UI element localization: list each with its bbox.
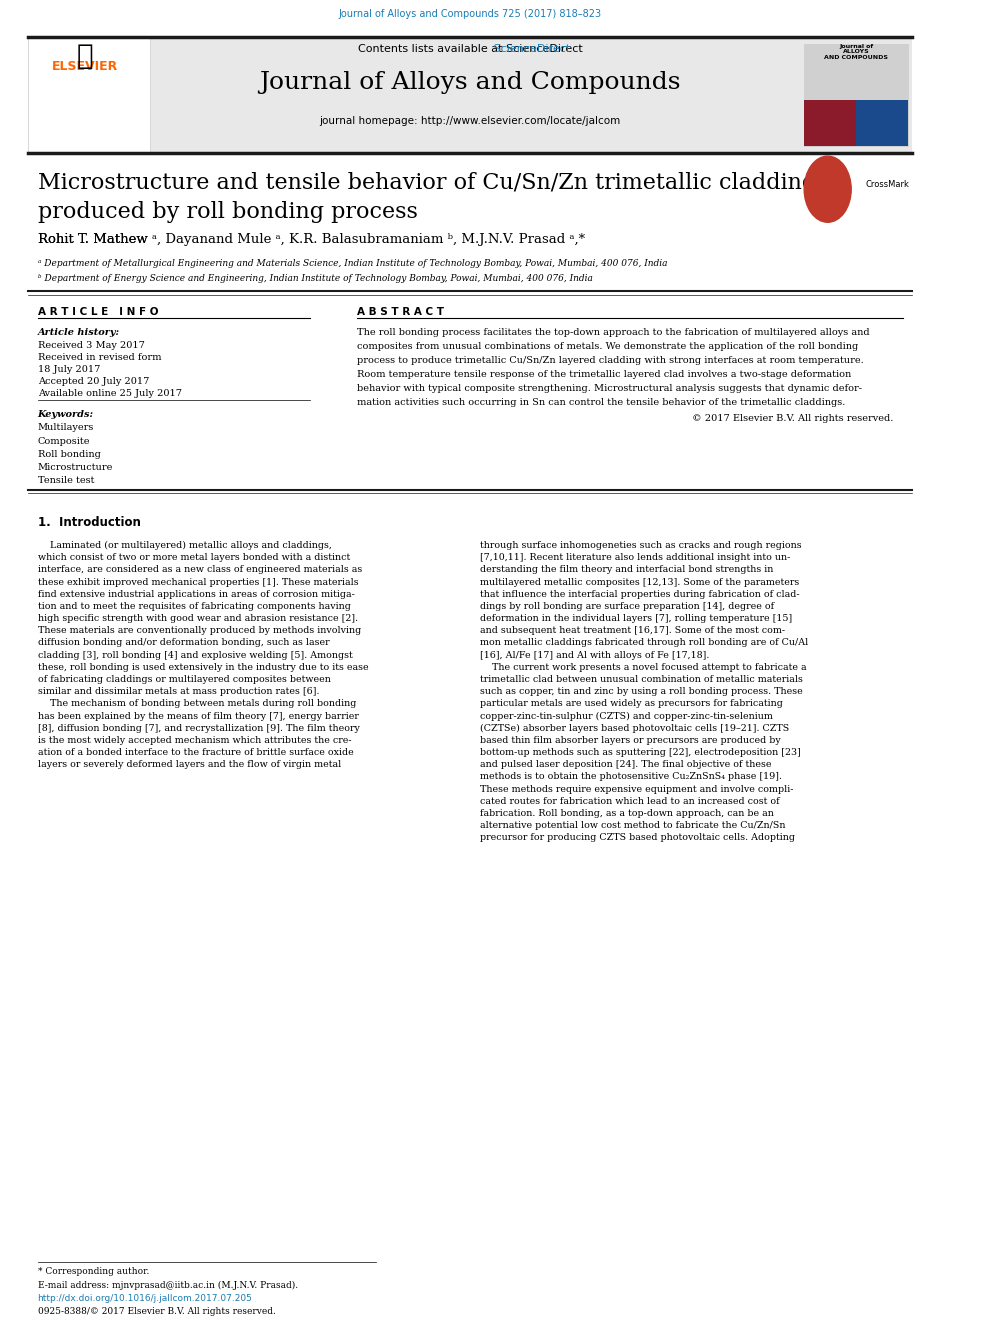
- Text: journal homepage: http://www.elsevier.com/locate/jalcom: journal homepage: http://www.elsevier.co…: [319, 116, 621, 127]
- Text: [16], Al/Fe [17] and Al with alloys of Fe [17,18].: [16], Al/Fe [17] and Al with alloys of F…: [480, 651, 709, 660]
- FancyBboxPatch shape: [805, 99, 856, 146]
- Text: Laminated (or multilayered) metallic alloys and claddings,: Laminated (or multilayered) metallic all…: [38, 541, 331, 550]
- Text: A B S T R A C T: A B S T R A C T: [357, 307, 444, 318]
- FancyBboxPatch shape: [28, 37, 913, 152]
- Text: ELSEVIER: ELSEVIER: [52, 60, 118, 73]
- Text: similar and dissimilar metals at mass production rates [6].: similar and dissimilar metals at mass pr…: [38, 687, 319, 696]
- Text: such as copper, tin and zinc by using a roll bonding process. These: such as copper, tin and zinc by using a …: [480, 687, 803, 696]
- Text: mation activities such occurring in Sn can control the tensile behavior of the t: mation activities such occurring in Sn c…: [357, 397, 846, 406]
- Text: 0925-8388/© 2017 Elsevier B.V. All rights reserved.: 0925-8388/© 2017 Elsevier B.V. All right…: [38, 1307, 276, 1316]
- Text: These materials are conventionally produced by methods involving: These materials are conventionally produ…: [38, 626, 361, 635]
- Text: diffusion bonding and/or deformation bonding, such as laser: diffusion bonding and/or deformation bon…: [38, 639, 329, 647]
- Text: behavior with typical composite strengthening. Microstructural analysis suggests: behavior with typical composite strength…: [357, 384, 862, 393]
- Text: fabrication. Roll bonding, as a top-down approach, can be an: fabrication. Roll bonding, as a top-down…: [480, 808, 774, 818]
- Text: composites from unusual combinations of metals. We demonstrate the application o: composites from unusual combinations of …: [357, 341, 859, 351]
- Text: bottom-up methods such as sputtering [22], electrodeposition [23]: bottom-up methods such as sputtering [22…: [480, 747, 801, 757]
- Text: [8], diffusion bonding [7], and recrystallization [9]. The film theory: [8], diffusion bonding [7], and recrysta…: [38, 724, 359, 733]
- Text: Roll bonding: Roll bonding: [38, 450, 100, 459]
- Text: produced by roll bonding process: produced by roll bonding process: [38, 201, 418, 224]
- Text: Keywords:: Keywords:: [38, 410, 94, 419]
- Text: Article history:: Article history:: [38, 328, 120, 337]
- Text: * Corresponding author.: * Corresponding author.: [38, 1267, 149, 1277]
- Text: © 2017 Elsevier B.V. All rights reserved.: © 2017 Elsevier B.V. All rights reserved…: [692, 414, 894, 423]
- Text: through surface inhomogeneties such as cracks and rough regions: through surface inhomogeneties such as c…: [480, 541, 802, 550]
- Text: A R T I C L E   I N F O: A R T I C L E I N F O: [38, 307, 158, 318]
- FancyBboxPatch shape: [805, 44, 908, 146]
- Text: The current work presents a novel focused attempt to fabricate a: The current work presents a novel focuse…: [480, 663, 806, 672]
- Text: copper-zinc-tin-sulphur (CZTS) and copper-zinc-tin-selenium: copper-zinc-tin-sulphur (CZTS) and coppe…: [480, 712, 773, 721]
- Text: (CZTSe) absorber layers based photovoltaic cells [19–21]. CZTS: (CZTSe) absorber layers based photovolta…: [480, 724, 789, 733]
- Text: multilayered metallic composites [12,13]. Some of the parameters: multilayered metallic composites [12,13]…: [480, 578, 799, 586]
- Text: Journal of Alloys and Compounds: Journal of Alloys and Compounds: [260, 71, 682, 94]
- Text: has been explained by the means of film theory [7], energy barrier: has been explained by the means of film …: [38, 712, 358, 721]
- Text: particular metals are used widely as precursors for fabricating: particular metals are used widely as pre…: [480, 700, 783, 708]
- Text: these, roll bonding is used extensively in the industry due to its ease: these, roll bonding is used extensively …: [38, 663, 368, 672]
- Text: alternative potential low cost method to fabricate the Cu/Zn/Sn: alternative potential low cost method to…: [480, 822, 786, 830]
- Text: trimetallic clad between unusual combination of metallic materials: trimetallic clad between unusual combina…: [480, 675, 803, 684]
- Text: of fabricating claddings or multilayered composites between: of fabricating claddings or multilayered…: [38, 675, 330, 684]
- Text: these exhibit improved mechanical properties [1]. These materials: these exhibit improved mechanical proper…: [38, 578, 358, 586]
- Text: process to produce trimetallic Cu/Sn/Zn layered cladding with strong interfaces : process to produce trimetallic Cu/Sn/Zn …: [357, 356, 864, 365]
- Text: Available online 25 July 2017: Available online 25 July 2017: [38, 389, 182, 398]
- Text: mon metallic claddings fabricated through roll bonding are of Cu/Al: mon metallic claddings fabricated throug…: [480, 639, 807, 647]
- Text: cladding [3], roll bonding [4] and explosive welding [5]. Amongst: cladding [3], roll bonding [4] and explo…: [38, 651, 352, 660]
- Text: Journal of
ALLOYS
AND COMPOUNDS: Journal of ALLOYS AND COMPOUNDS: [824, 44, 888, 61]
- Text: high specific strength with good wear and abrasion resistance [2].: high specific strength with good wear an…: [38, 614, 358, 623]
- Text: 18 July 2017: 18 July 2017: [38, 365, 100, 374]
- Circle shape: [805, 156, 851, 222]
- Text: precursor for producing CZTS based photovoltaic cells. Adopting: precursor for producing CZTS based photo…: [480, 833, 795, 843]
- Text: tion and to meet the requisites of fabricating components having: tion and to meet the requisites of fabri…: [38, 602, 350, 611]
- Text: ScienceDirect: ScienceDirect: [371, 44, 569, 54]
- Text: Microstructure and tensile behavior of Cu/Sn/Zn trimetallic claddings: Microstructure and tensile behavior of C…: [38, 172, 827, 194]
- Text: ation of a bonded interface to the fracture of brittle surface oxide: ation of a bonded interface to the fract…: [38, 747, 353, 757]
- Text: ᵃ Department of Metallurgical Engineering and Materials Science, Indian Institut: ᵃ Department of Metallurgical Engineerin…: [38, 259, 668, 269]
- Text: Composite: Composite: [38, 437, 90, 446]
- Text: Rohit T. Mathew: Rohit T. Mathew: [38, 233, 152, 246]
- Text: Rohit T. Mathew ᵃ, Dayanand Mule ᵃ, K.R. Balasubramaniam ᵇ, M.J.N.V. Prasad ᵃ,*: Rohit T. Mathew ᵃ, Dayanand Mule ᵃ, K.R.…: [38, 233, 584, 246]
- Text: methods is to obtain the photosensitive Cu₂ZnSnS₄ phase [19].: methods is to obtain the photosensitive …: [480, 773, 782, 782]
- Text: E-mail address: mjnvprasad@iitb.ac.in (M.J.N.V. Prasad).: E-mail address: mjnvprasad@iitb.ac.in (M…: [38, 1281, 298, 1290]
- Text: interface, are considered as a new class of engineered materials as: interface, are considered as a new class…: [38, 565, 362, 574]
- Text: The mechanism of bonding between metals during roll bonding: The mechanism of bonding between metals …: [38, 700, 356, 708]
- Text: 🌳: 🌳: [76, 42, 93, 70]
- Text: based thin film absorber layers or precursors are produced by: based thin film absorber layers or precu…: [480, 736, 781, 745]
- Text: Room temperature tensile response of the trimetallic layered clad involves a two: Room temperature tensile response of the…: [357, 369, 852, 378]
- Text: Received in revised form: Received in revised form: [38, 353, 161, 363]
- Text: is the most widely accepted mechanism which attributes the cre-: is the most widely accepted mechanism wh…: [38, 736, 351, 745]
- Text: These methods require expensive equipment and involve compli-: These methods require expensive equipmen…: [480, 785, 794, 794]
- Text: and pulsed laser deposition [24]. The final objective of these: and pulsed laser deposition [24]. The fi…: [480, 761, 771, 769]
- Text: Contents lists available at ScienceDirect: Contents lists available at ScienceDirec…: [358, 44, 582, 54]
- Text: and subsequent heat treatment [16,17]. Some of the most com-: and subsequent heat treatment [16,17]. S…: [480, 626, 785, 635]
- FancyBboxPatch shape: [28, 37, 151, 152]
- Text: Accepted 20 July 2017: Accepted 20 July 2017: [38, 377, 149, 386]
- Text: http://dx.doi.org/10.1016/j.jallcom.2017.07.205: http://dx.doi.org/10.1016/j.jallcom.2017…: [38, 1294, 253, 1303]
- Text: [7,10,11]. Recent literature also lends additional insight into un-: [7,10,11]. Recent literature also lends …: [480, 553, 790, 562]
- Text: derstanding the film theory and interfacial bond strengths in: derstanding the film theory and interfac…: [480, 565, 773, 574]
- Text: Journal of Alloys and Compounds 725 (2017) 818–823: Journal of Alloys and Compounds 725 (201…: [338, 9, 602, 20]
- Text: cated routes for fabrication which lead to an increased cost of: cated routes for fabrication which lead …: [480, 796, 780, 806]
- Text: ᵇ Department of Energy Science and Engineering, Indian Institute of Technology B: ᵇ Department of Energy Science and Engin…: [38, 274, 592, 283]
- Text: that influence the interfacial properties during fabrication of clad-: that influence the interfacial propertie…: [480, 590, 800, 599]
- Text: 1.  Introduction: 1. Introduction: [38, 516, 141, 529]
- Text: The roll bonding process facilitates the top-down approach to the fabrication of: The roll bonding process facilitates the…: [357, 328, 870, 337]
- Text: Received 3 May 2017: Received 3 May 2017: [38, 341, 145, 351]
- Text: layers or severely deformed layers and the flow of virgin metal: layers or severely deformed layers and t…: [38, 761, 341, 769]
- Text: Multilayers: Multilayers: [38, 423, 94, 433]
- Text: deformation in the individual layers [7], rolling temperature [15]: deformation in the individual layers [7]…: [480, 614, 792, 623]
- FancyBboxPatch shape: [856, 99, 908, 146]
- Text: find extensive industrial applications in areas of corrosion mitiga-: find extensive industrial applications i…: [38, 590, 354, 599]
- Text: dings by roll bonding are surface preparation [14], degree of: dings by roll bonding are surface prepar…: [480, 602, 774, 611]
- Text: Tensile test: Tensile test: [38, 476, 94, 486]
- Text: which consist of two or more metal layers bonded with a distinct: which consist of two or more metal layer…: [38, 553, 350, 562]
- Text: CrossMark: CrossMark: [865, 180, 910, 189]
- Text: Microstructure: Microstructure: [38, 463, 113, 472]
